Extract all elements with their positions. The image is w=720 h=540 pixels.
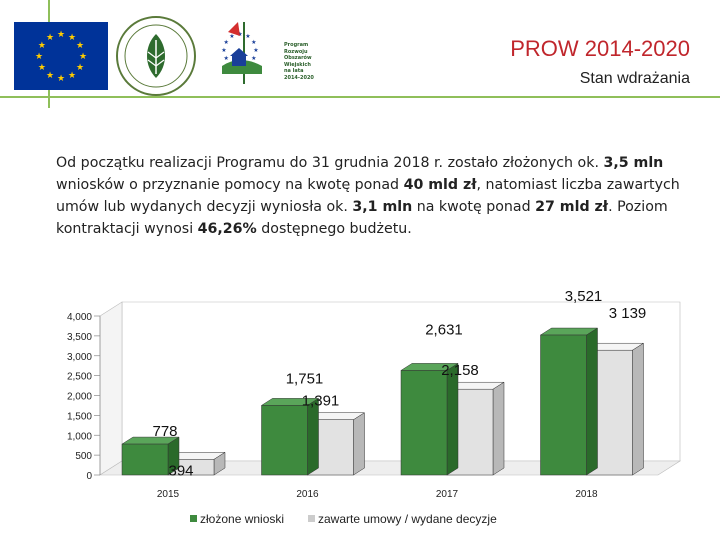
prow-star-icon: ★ (253, 47, 258, 54)
y-tick-label: 3,500 (67, 332, 92, 343)
legend-label-zlozone: złożone wnioski (200, 512, 284, 526)
eu-star-icon: ★ (46, 71, 54, 81)
eu-star-icon: ★ (46, 33, 54, 43)
eu-star-icon: ★ (38, 41, 46, 51)
bar-zlozone-wnioski (540, 334, 587, 476)
header-horizontal-line (0, 96, 720, 98)
legend-swatch-zlozone (190, 515, 197, 522)
prow-star-icon: ★ (223, 39, 228, 46)
bar-zawarte-umowy-side (353, 412, 365, 476)
prow-text-line: Program (284, 42, 309, 48)
intro-text: wniosków o przyznanie pomocy na kwotę po… (56, 177, 404, 193)
x-category-label: 2017 (436, 489, 459, 500)
wheat-seal-logo (116, 16, 196, 96)
prow-logo-text: Program Rozwoju Obszarów Wiejskich na la… (284, 42, 314, 81)
y-tick-label: 1,500 (67, 411, 92, 422)
bar-zlozone-wnioski-side (446, 362, 459, 476)
data-label-zlozone: 3,521 (565, 288, 603, 305)
bar-zlozone-wnioski (400, 370, 448, 476)
x-category-label: 2018 (575, 489, 598, 500)
page-title: PROW 2014-2020 (510, 36, 690, 61)
data-label-zlozone: 1,751 (286, 370, 324, 387)
data-label-zlozone: 778 (152, 423, 177, 440)
data-label-zlozone: 2,631 (425, 321, 463, 338)
intro-text: dostępnego budżetu. (256, 221, 412, 237)
intro-text: . Poziom kontraktacji wynosi (56, 199, 668, 237)
bar-zlozone-wnioski (121, 443, 169, 476)
y-tick-label: 1,000 (67, 431, 92, 442)
data-label-zawarte: 2,158 (441, 362, 479, 379)
bar-zlozone-wnioski (261, 405, 308, 476)
eu-star-icon: ★ (38, 63, 46, 73)
eu-flag-background (14, 22, 108, 90)
eu-star-icon: ★ (68, 33, 76, 43)
prow-star-icon: ★ (251, 55, 256, 62)
prow-text-line: Wiejskich (284, 61, 311, 68)
prow-star-icon: ★ (223, 55, 228, 62)
eu-stars-icon: ★ ★★★★★★★★★★★ (35, 30, 87, 84)
chart-side-wall (99, 301, 123, 476)
eu-star-icon: ★ (79, 52, 87, 62)
y-tick-label: 0 (86, 471, 92, 482)
prow-star-icon: ★ (221, 47, 226, 54)
page-subtitle: Stan wdrażania (579, 70, 690, 87)
x-category-label: 2016 (296, 489, 319, 500)
intro-highlight: 3,1 mln (352, 199, 413, 215)
intro-highlight: 27 mld zł (535, 199, 609, 215)
intro-highlight: 46,26% (197, 221, 257, 237)
eu-star-icon: ★ (76, 41, 84, 51)
bar-zlozone-wnioski-side (586, 327, 598, 476)
prow-logo: ★★★★★★★★★★★★ (221, 22, 262, 84)
eu-star-icon: ★ (35, 52, 43, 62)
intro-highlight: 40 mld zł (403, 177, 477, 193)
legend-swatch-zawarte (308, 515, 315, 522)
data-label-zawarte: 1,391 (302, 393, 340, 410)
prow-text-line: Rozwoju (284, 48, 308, 55)
y-tick-label: 2,500 (67, 372, 92, 383)
prow-star-icon: ★ (237, 31, 242, 38)
eu-star-icon: ★ (76, 63, 84, 73)
eu-star-icon: ★ (57, 30, 65, 40)
intro-text: na kwotę ponad (412, 199, 536, 215)
data-label-zawarte: 394 (168, 462, 193, 479)
intro-text: Od początku realizacji Programu do 31 gr… (56, 155, 604, 171)
prow-text-line: Obszarów (284, 55, 312, 61)
legend-label-zawarte: zawarte umowy / wydane decyzje (318, 512, 497, 526)
prow-star-icon: ★ (251, 39, 256, 46)
bar-zawarte-umowy-side (632, 342, 644, 476)
bar-zlozone-wnioski-side (307, 397, 319, 476)
y-tick-label: 3,000 (67, 352, 92, 363)
eu-flag-logo: ★ ★★★★★★★★★★★ (14, 22, 108, 90)
prow-star-icon: ★ (245, 33, 250, 40)
x-category-label: 2015 (157, 489, 180, 500)
bar-chart: 0 500 1,000 1,500 2,000 2,500 3,000 3,500 4,000 2… (67, 288, 682, 526)
prow-text-line: na lata (284, 68, 304, 74)
intro-text: , natomiast liczba zawartych umów lub wy… (56, 177, 680, 215)
y-tick-label: 500 (75, 451, 92, 462)
data-label-zawarte: 3 139 (609, 305, 647, 322)
eu-star-icon: ★ (68, 71, 76, 81)
y-tick-label: 4,000 (67, 312, 92, 323)
intro-highlight: 3,5 mln (603, 155, 664, 171)
intro-paragraph: Od początku realizacji Programu do 31 gr… (56, 152, 696, 240)
prow-text-line: 2014-2020 (284, 74, 314, 81)
y-tick-label: 2,000 (67, 392, 92, 403)
eu-star-icon: ★ (57, 74, 65, 84)
bar-zawarte-umowy-side (492, 381, 505, 476)
prow-star-icon: ★ (229, 33, 234, 40)
